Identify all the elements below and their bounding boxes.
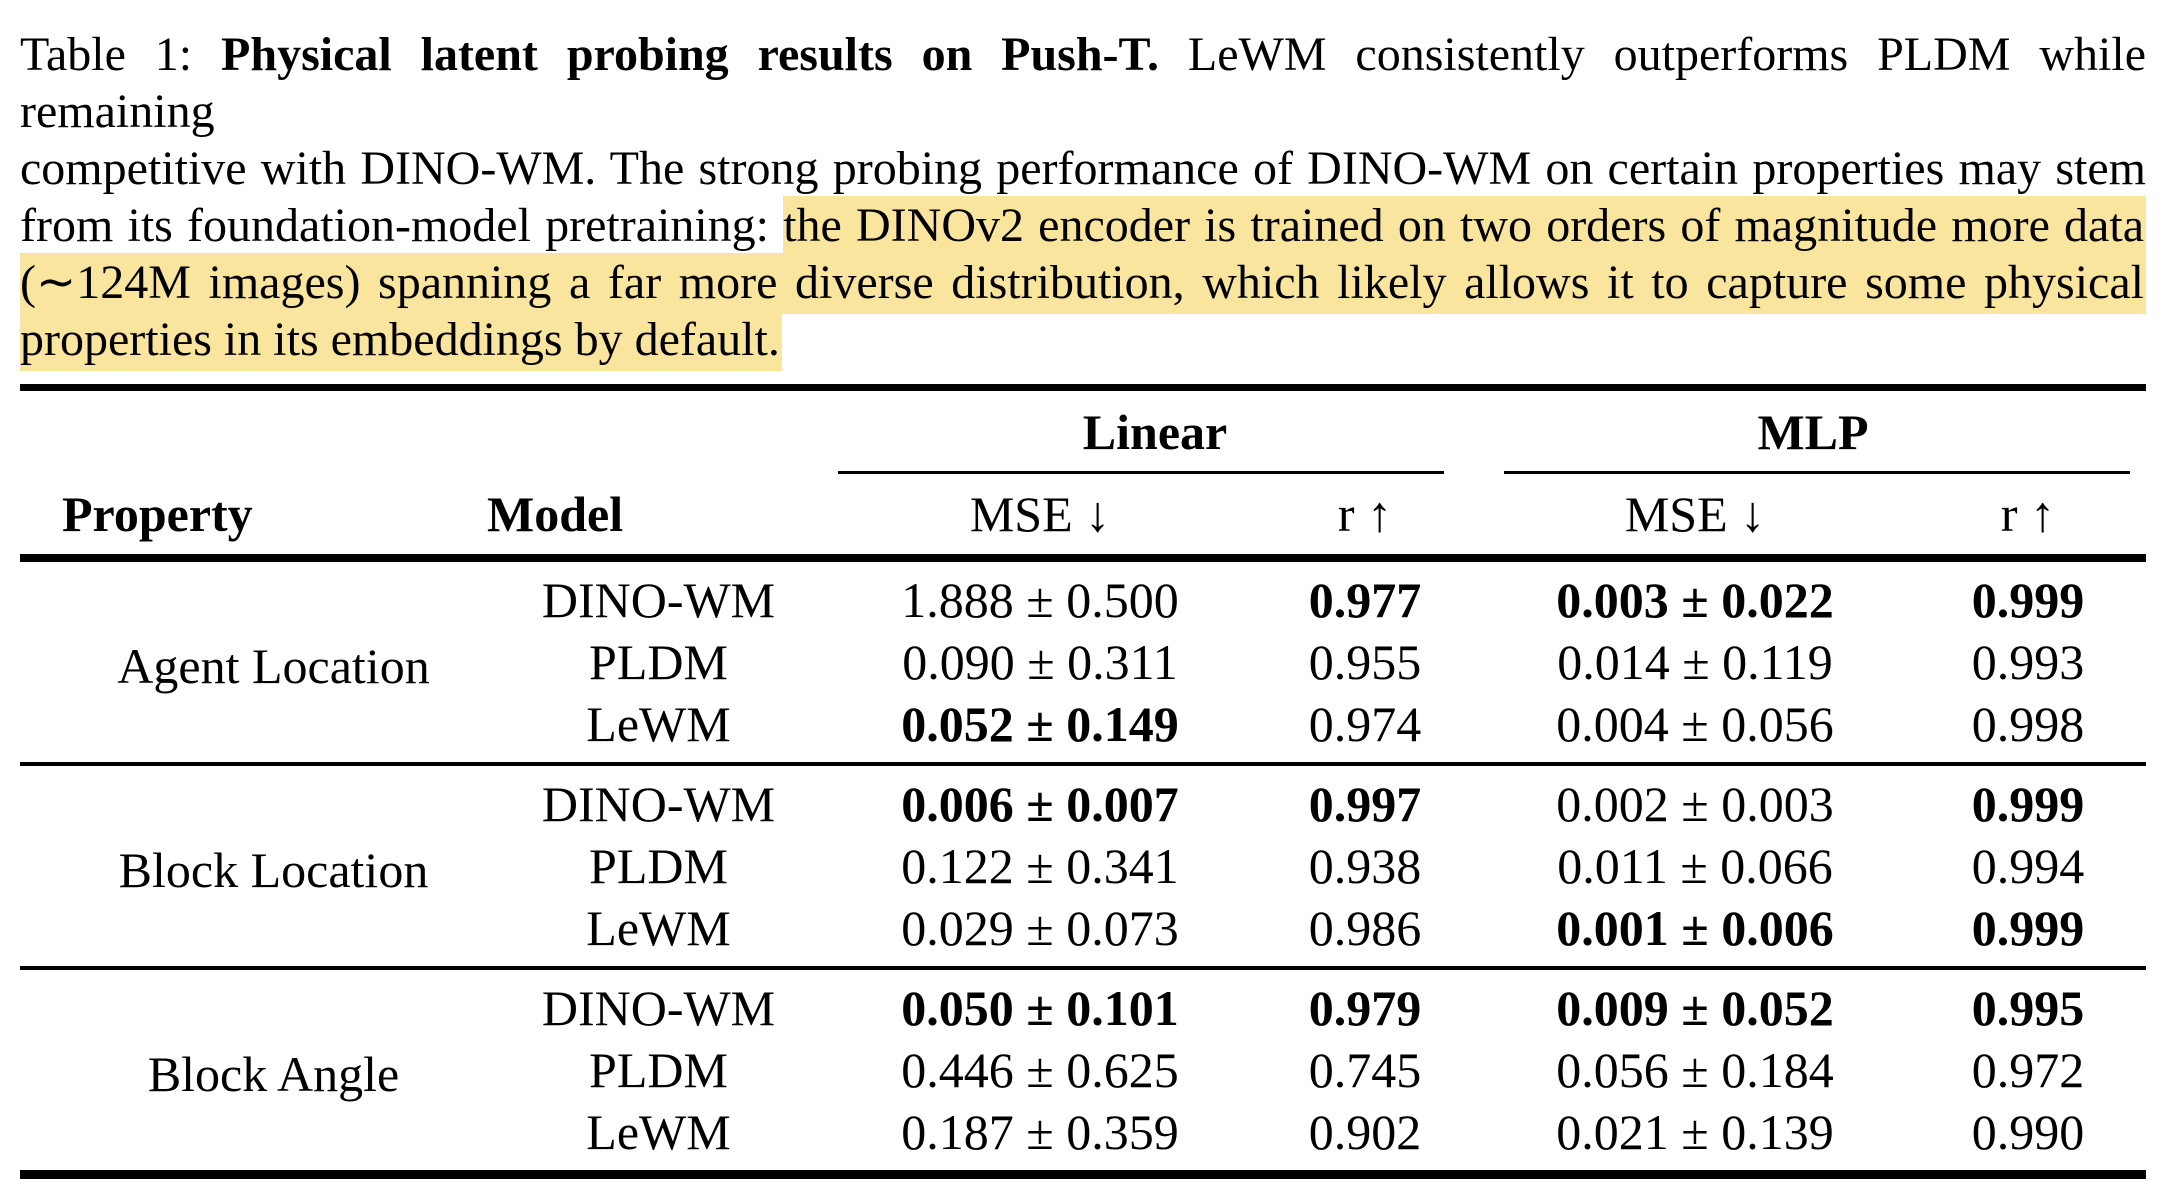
table-row: PLDM 0.122 ± 0.341 0.938 0.011 ± 0.066 0… (20, 833, 2146, 899)
mlp-group-rule (1504, 470, 2130, 474)
cell-model: DINO-WM (541, 979, 776, 1036)
property-group-block-location: Block Location DINO-WM 0.006 ± 0.007 0.9… (20, 763, 2146, 970)
cell-linear-mse: 0.006 ± 0.007 (901, 775, 1179, 832)
cell-mlp-r: 0.999 (1971, 571, 2085, 628)
column-group-label: Linear (1082, 404, 1228, 461)
cell-linear-mse: 0.090 ± 0.311 (902, 633, 1178, 690)
caption-line: (∼124M images) spanning a far more diver… (20, 253, 2146, 314)
property-group-agent-location: Agent Location DINO-WM 1.888 ± 0.500 0.9… (20, 557, 2146, 766)
cell-mlp-r: 0.995 (1971, 979, 2085, 1036)
column-header-property: Property (20, 473, 485, 562)
cell-mlp-mse: 0.014 ± 0.119 (1557, 633, 1833, 690)
cell-model: LeWM (485, 694, 830, 766)
cell-model: PLDM (589, 633, 728, 690)
table-row: PLDM 0.446 ± 0.625 0.745 0.056 ± 0.184 0… (20, 1037, 2146, 1103)
cell-linear-r: 0.986 (1250, 898, 1480, 970)
column-header-linear-r: r ↑ (1250, 473, 1480, 562)
row-group-label: Block Location (20, 763, 485, 970)
cell-linear-r: 0.974 (1250, 694, 1480, 766)
spacer-cell (485, 384, 830, 474)
cell-mlp-mse: 0.002 ± 0.003 (1556, 775, 1834, 832)
cell-mlp-r: 0.999 (1910, 898, 2146, 970)
cell-mlp-r: 0.999 (1971, 775, 2085, 832)
cell-linear-mse: 0.187 ± 0.359 (830, 1102, 1250, 1179)
table-row: LeWM 0.187 ± 0.359 0.902 0.021 ± 0.139 0… (20, 1102, 2146, 1179)
cell-mlp-r: 0.993 (1971, 633, 2085, 690)
row-group-label: Agent Location (20, 557, 485, 766)
cell-mlp-r: 0.998 (1910, 694, 2146, 766)
row-group-label: Block Angle (20, 967, 485, 1179)
spacer-cell (20, 384, 485, 474)
column-header-row: Property Model MSE ↓ r ↑ MSE ↓ r ↑ (20, 473, 2146, 562)
cell-model: PLDM (589, 837, 728, 894)
property-group-block-angle: Block Angle DINO-WM 0.050 ± 0.101 0.979 … (20, 967, 2146, 1179)
caption-highlighted-text: (∼124M images) spanning a far more diver… (20, 253, 2146, 314)
caption-highlighted-text: properties in its embeddings by default. (20, 310, 782, 371)
cell-linear-r: 0.745 (1308, 1041, 1422, 1098)
table-row: LeWM 0.052 ± 0.149 0.974 0.004 ± 0.056 0… (20, 694, 2146, 766)
caption-text: competitive with DINO-WM. The strong pro… (20, 142, 2146, 195)
cell-linear-r: 0.977 (1308, 571, 1422, 628)
cell-model: DINO-WM (541, 571, 776, 628)
caption-line: competitive with DINO-WM. The strong pro… (20, 140, 2146, 197)
column-group-label: MLP (1757, 404, 1869, 461)
caption-text: LeWM consistently outperforms PLDM while… (20, 28, 2147, 138)
cell-linear-r: 0.979 (1308, 979, 1422, 1036)
cell-linear-mse: 0.050 ± 0.101 (901, 979, 1179, 1036)
column-header-linear-mse: MSE ↓ (830, 473, 1250, 562)
cell-mlp-mse: 0.011 ± 0.066 (1557, 837, 1833, 894)
cell-model: DINO-WM (541, 775, 776, 832)
caption-highlighted-text: the DINOv2 encoder is trained on two ord… (783, 196, 2146, 257)
linear-group-rule (838, 470, 1444, 474)
column-group-header-row: Linear MLP (20, 384, 2146, 474)
cell-mlp-mse: 0.021 ± 0.139 (1480, 1102, 1910, 1179)
cell-linear-r: 0.997 (1308, 775, 1422, 832)
table-row: LeWM 0.029 ± 0.073 0.986 0.001 ± 0.006 0… (20, 898, 2146, 970)
column-header-model: Model (485, 473, 830, 562)
caption-text: from its foundation-model pretraining: (20, 199, 784, 252)
caption-label: Table 1: (20, 28, 222, 81)
cell-model: LeWM (485, 898, 830, 970)
table-row: Agent Location DINO-WM 1.888 ± 0.500 0.9… (20, 557, 2146, 766)
column-group-linear: Linear (830, 384, 1480, 474)
cell-mlp-mse: 0.009 ± 0.052 (1556, 979, 1834, 1036)
cell-mlp-mse: 0.004 ± 0.056 (1480, 694, 1910, 766)
results-table: Linear MLP Property Model MSE ↓ r ↑ MSE … (20, 384, 2146, 1179)
caption-title: Physical latent probing results on Push-… (221, 28, 1159, 81)
caption-line: from its foundation-model pretraining: t… (20, 196, 2146, 257)
table-row: PLDM 0.090 ± 0.311 0.955 0.014 ± 0.119 0… (20, 629, 2146, 695)
cell-mlp-r: 0.972 (1971, 1041, 2085, 1098)
cell-linear-mse: 0.446 ± 0.625 (901, 1041, 1179, 1098)
column-header-mlp-mse: MSE ↓ (1480, 473, 1910, 562)
cell-linear-mse: 0.052 ± 0.149 (830, 694, 1250, 766)
table-row: Block Location DINO-WM 0.006 ± 0.007 0.9… (20, 763, 2146, 970)
cell-linear-r: 0.902 (1250, 1102, 1480, 1179)
cell-linear-mse: 0.122 ± 0.341 (901, 837, 1179, 894)
column-group-mlp: MLP (1480, 384, 2146, 474)
cell-linear-r: 0.955 (1308, 633, 1422, 690)
table-caption: Table 1: Physical latent probing results… (20, 26, 2146, 371)
cell-linear-r: 0.938 (1308, 837, 1422, 894)
cell-mlp-mse: 0.003 ± 0.022 (1556, 571, 1834, 628)
caption-line: Table 1: Physical latent probing results… (20, 26, 2146, 140)
cell-model: PLDM (589, 1041, 728, 1098)
caption-line: properties in its embeddings by default. (20, 310, 2146, 371)
cell-mlp-mse: 0.001 ± 0.006 (1480, 898, 1910, 970)
cell-linear-mse: 1.888 ± 0.500 (901, 571, 1179, 628)
cell-mlp-r: 0.994 (1971, 837, 2085, 894)
cell-model: LeWM (485, 1102, 830, 1179)
table-row: Block Angle DINO-WM 0.050 ± 0.101 0.979 … (20, 967, 2146, 1179)
column-header-mlp-r: r ↑ (1910, 473, 2146, 562)
cell-linear-mse: 0.029 ± 0.073 (830, 898, 1250, 970)
cell-mlp-r: 0.990 (1910, 1102, 2146, 1179)
cell-mlp-mse: 0.056 ± 0.184 (1556, 1041, 1834, 1098)
